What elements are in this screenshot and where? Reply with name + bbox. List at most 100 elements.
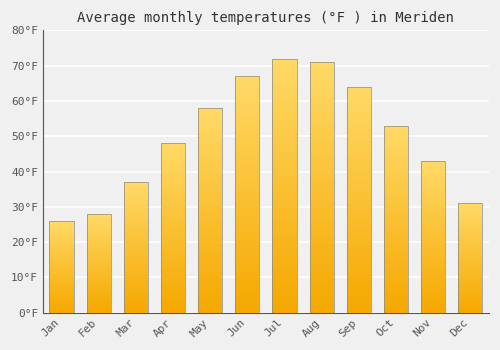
Bar: [50, 230, 74, 231]
Bar: [421, 186, 445, 188]
Bar: [384, 173, 408, 175]
Bar: [458, 302, 482, 303]
Bar: [236, 103, 260, 106]
Bar: [236, 265, 260, 268]
Bar: [124, 247, 148, 249]
Bar: [310, 159, 334, 162]
Bar: [50, 270, 74, 271]
Bar: [198, 195, 222, 197]
Bar: [384, 175, 408, 177]
Bar: [161, 215, 185, 217]
Bar: [198, 172, 222, 175]
Bar: [384, 301, 408, 303]
Bar: [384, 145, 408, 147]
Bar: [272, 125, 296, 128]
Bar: [272, 87, 296, 90]
Bar: [310, 241, 334, 244]
Bar: [272, 141, 296, 145]
Bar: [198, 269, 222, 272]
Bar: [310, 297, 334, 300]
Bar: [236, 156, 260, 159]
Bar: [421, 203, 445, 204]
Bar: [421, 271, 445, 273]
Bar: [86, 244, 111, 245]
Bar: [198, 261, 222, 264]
Bar: [198, 136, 222, 139]
Bar: [458, 229, 482, 231]
Bar: [272, 290, 296, 294]
Bar: [421, 191, 445, 193]
Bar: [198, 197, 222, 200]
Bar: [198, 228, 222, 231]
Bar: [236, 121, 260, 124]
Bar: [272, 265, 296, 268]
Bar: [347, 211, 371, 214]
Bar: [272, 284, 296, 287]
Bar: [198, 177, 222, 180]
Bar: [161, 306, 185, 308]
Bar: [50, 291, 74, 292]
Bar: [161, 292, 185, 294]
Bar: [421, 295, 445, 298]
Bar: [384, 130, 408, 133]
Bar: [124, 265, 148, 267]
Bar: [124, 267, 148, 268]
Bar: [236, 298, 260, 301]
Bar: [421, 305, 445, 307]
Bar: [86, 282, 111, 283]
Bar: [347, 163, 371, 166]
Bar: [272, 297, 296, 300]
Bar: [198, 203, 222, 205]
Bar: [161, 143, 185, 313]
Bar: [421, 288, 445, 290]
Bar: [124, 192, 148, 194]
Bar: [384, 215, 408, 217]
Bar: [272, 93, 296, 97]
Bar: [421, 246, 445, 248]
Bar: [236, 209, 260, 212]
Bar: [347, 146, 371, 149]
Bar: [124, 239, 148, 241]
Bar: [236, 227, 260, 230]
Bar: [50, 274, 74, 275]
Bar: [421, 195, 445, 197]
Bar: [347, 188, 371, 191]
Bar: [384, 287, 408, 289]
Bar: [198, 131, 222, 134]
Bar: [198, 118, 222, 121]
Bar: [50, 282, 74, 283]
Bar: [50, 278, 74, 279]
Bar: [384, 310, 408, 313]
Bar: [124, 194, 148, 195]
Bar: [236, 88, 260, 91]
Bar: [161, 196, 185, 198]
Bar: [458, 254, 482, 255]
Bar: [458, 261, 482, 262]
Bar: [458, 226, 482, 228]
Bar: [458, 281, 482, 282]
Bar: [50, 267, 74, 268]
Bar: [421, 206, 445, 208]
Bar: [124, 270, 148, 272]
Bar: [50, 312, 74, 313]
Bar: [86, 250, 111, 251]
Bar: [272, 252, 296, 256]
Bar: [124, 228, 148, 230]
Bar: [236, 259, 260, 262]
Bar: [86, 302, 111, 303]
Bar: [161, 226, 185, 228]
Bar: [86, 242, 111, 244]
Bar: [236, 76, 260, 79]
Bar: [124, 277, 148, 278]
Bar: [347, 143, 371, 146]
Bar: [236, 97, 260, 100]
Bar: [50, 268, 74, 269]
Bar: [236, 307, 260, 310]
Bar: [421, 307, 445, 309]
Bar: [50, 224, 74, 225]
Bar: [347, 101, 371, 104]
Bar: [124, 241, 148, 243]
Bar: [310, 281, 334, 285]
Bar: [161, 181, 185, 183]
Bar: [310, 190, 334, 194]
